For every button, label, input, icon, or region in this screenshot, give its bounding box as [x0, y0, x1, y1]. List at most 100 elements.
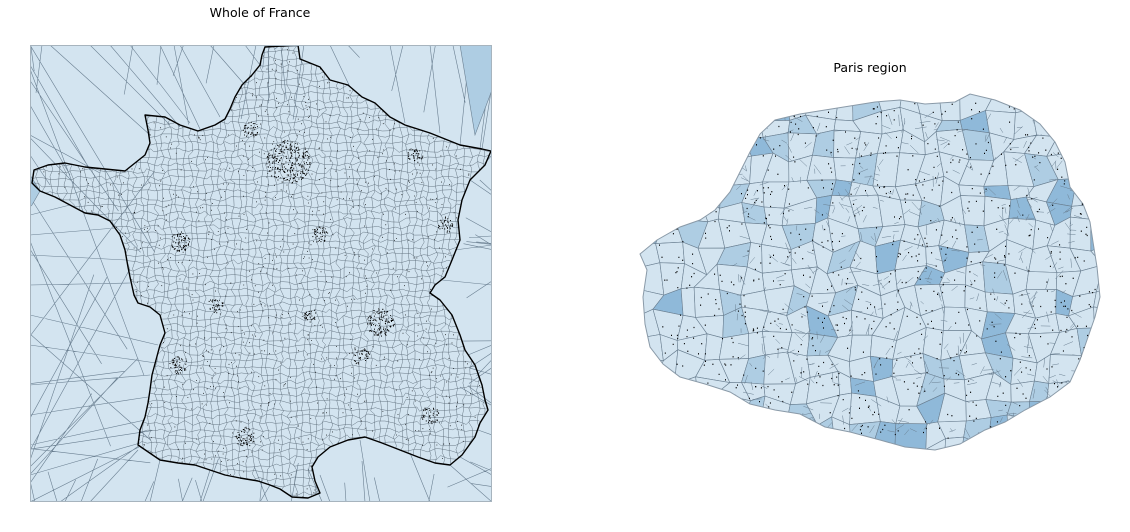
paris-cell: [761, 244, 792, 274]
outer-shaded-cell: [459, 45, 492, 137]
paris-cell: [1075, 134, 1099, 163]
paris-cell: [1075, 151, 1099, 181]
paris-cell: [1079, 355, 1100, 382]
paris-cell: [693, 286, 724, 318]
paris-cell: [654, 438, 680, 450]
paris-cell: [1090, 196, 1100, 220]
paris-cell: [1094, 327, 1100, 358]
paris-cell: [640, 158, 657, 188]
paris-cell: [1089, 374, 1100, 402]
paris-cell: [870, 444, 900, 450]
paris-cell: [680, 286, 696, 318]
paris-cell: [698, 157, 723, 187]
paris-cell: [718, 416, 745, 449]
paris-cell: [1046, 380, 1081, 402]
paris-cell: [1050, 419, 1081, 448]
paris-cell: [1006, 414, 1030, 448]
paris-cell: [763, 206, 785, 226]
paris-cell: [1024, 437, 1052, 450]
paris-cell: [682, 109, 704, 134]
paris-cell: [959, 436, 988, 450]
paris-cell: [718, 437, 748, 450]
paris-cell: [672, 157, 704, 177]
paris-cell: [700, 440, 724, 450]
paris-cell: [740, 416, 774, 445]
paris-cell: [1090, 179, 1100, 205]
paris-cell: [653, 158, 684, 188]
paris-cell: [661, 205, 681, 231]
paris-cell: [881, 107, 904, 135]
paris-cell: [1068, 396, 1100, 426]
paris-cell: [698, 196, 720, 223]
paris-cell: [682, 94, 704, 112]
paris-cell: [1092, 134, 1100, 163]
paris-cell: [759, 94, 791, 122]
paris-cell: [807, 436, 835, 450]
paris-cell: [1010, 357, 1038, 385]
paris-cell: [1097, 94, 1100, 122]
paris-cell: [1069, 216, 1092, 252]
paris-subcell-edges: [731, 112, 1082, 440]
paris-cell: [938, 94, 961, 122]
paris-cell: [656, 371, 684, 404]
paris-cell: [984, 291, 1016, 314]
paris-cell: [640, 426, 664, 442]
paris-cell: [1074, 94, 1100, 121]
paris-cell: [913, 438, 946, 450]
paris-region-voronoi-map: [639, 93, 1105, 451]
paris-cell: [1025, 271, 1058, 290]
paris-cell: [1049, 443, 1077, 450]
paris-cell: [695, 415, 726, 449]
paris-cell: [1031, 94, 1060, 112]
paris-cell: [655, 132, 684, 161]
paris-cell: [1101, 357, 1105, 375]
paris-cell: [784, 436, 814, 450]
paris-cell: [958, 184, 986, 197]
paris-cell: [698, 173, 723, 209]
paris-cell: [640, 402, 660, 430]
paris-cell: [1090, 153, 1100, 184]
paris-cell: [832, 439, 853, 450]
paris-cell: [1047, 94, 1081, 119]
paris-cell: [1075, 446, 1100, 450]
paris-cell: [759, 422, 790, 447]
paris-cell: [674, 376, 699, 402]
paris-cell: [695, 392, 726, 420]
right-panel-title: Paris region: [833, 60, 907, 75]
paris-cell: [640, 372, 659, 404]
paris-cell: [1057, 111, 1081, 138]
paris-cell: [719, 94, 752, 120]
paris-cell: [640, 176, 663, 207]
paris-cell: [963, 417, 992, 448]
paris-cell: [759, 443, 790, 450]
paris-cell: [640, 109, 665, 141]
paris-cell: [658, 400, 684, 428]
paris-cell: [1080, 118, 1100, 136]
paris-cell: [640, 94, 665, 116]
paris-cell: [1071, 178, 1099, 207]
paris-cell: [660, 94, 685, 112]
paris-cell: [740, 437, 773, 450]
paris-cell: [1092, 111, 1100, 138]
outer-voronoi-edges: [30, 45, 492, 502]
paris-cell: [640, 334, 664, 362]
paris-cell: [739, 94, 765, 122]
paris-cell: [672, 398, 699, 425]
paris-cell: [1008, 437, 1025, 450]
paris-cell: [1024, 417, 1054, 444]
left-panel-title: Whole of France: [209, 5, 311, 20]
paris-cell: [1013, 94, 1034, 114]
paris-cell: [1093, 282, 1100, 312]
paris-cell: [1028, 401, 1054, 421]
paris-cell: [640, 196, 663, 231]
paris-cell: [678, 438, 706, 450]
paris-cell: [1048, 354, 1082, 384]
paris-cell: [1090, 218, 1100, 252]
paris-cell: [1075, 420, 1100, 448]
paris-cell: [1094, 446, 1100, 450]
paris-cell: [785, 424, 819, 447]
paris-cell: [672, 415, 701, 442]
france-voronoi-map: [30, 45, 492, 502]
france-boundary: [31, 45, 492, 499]
paris-cell: [1093, 306, 1100, 332]
